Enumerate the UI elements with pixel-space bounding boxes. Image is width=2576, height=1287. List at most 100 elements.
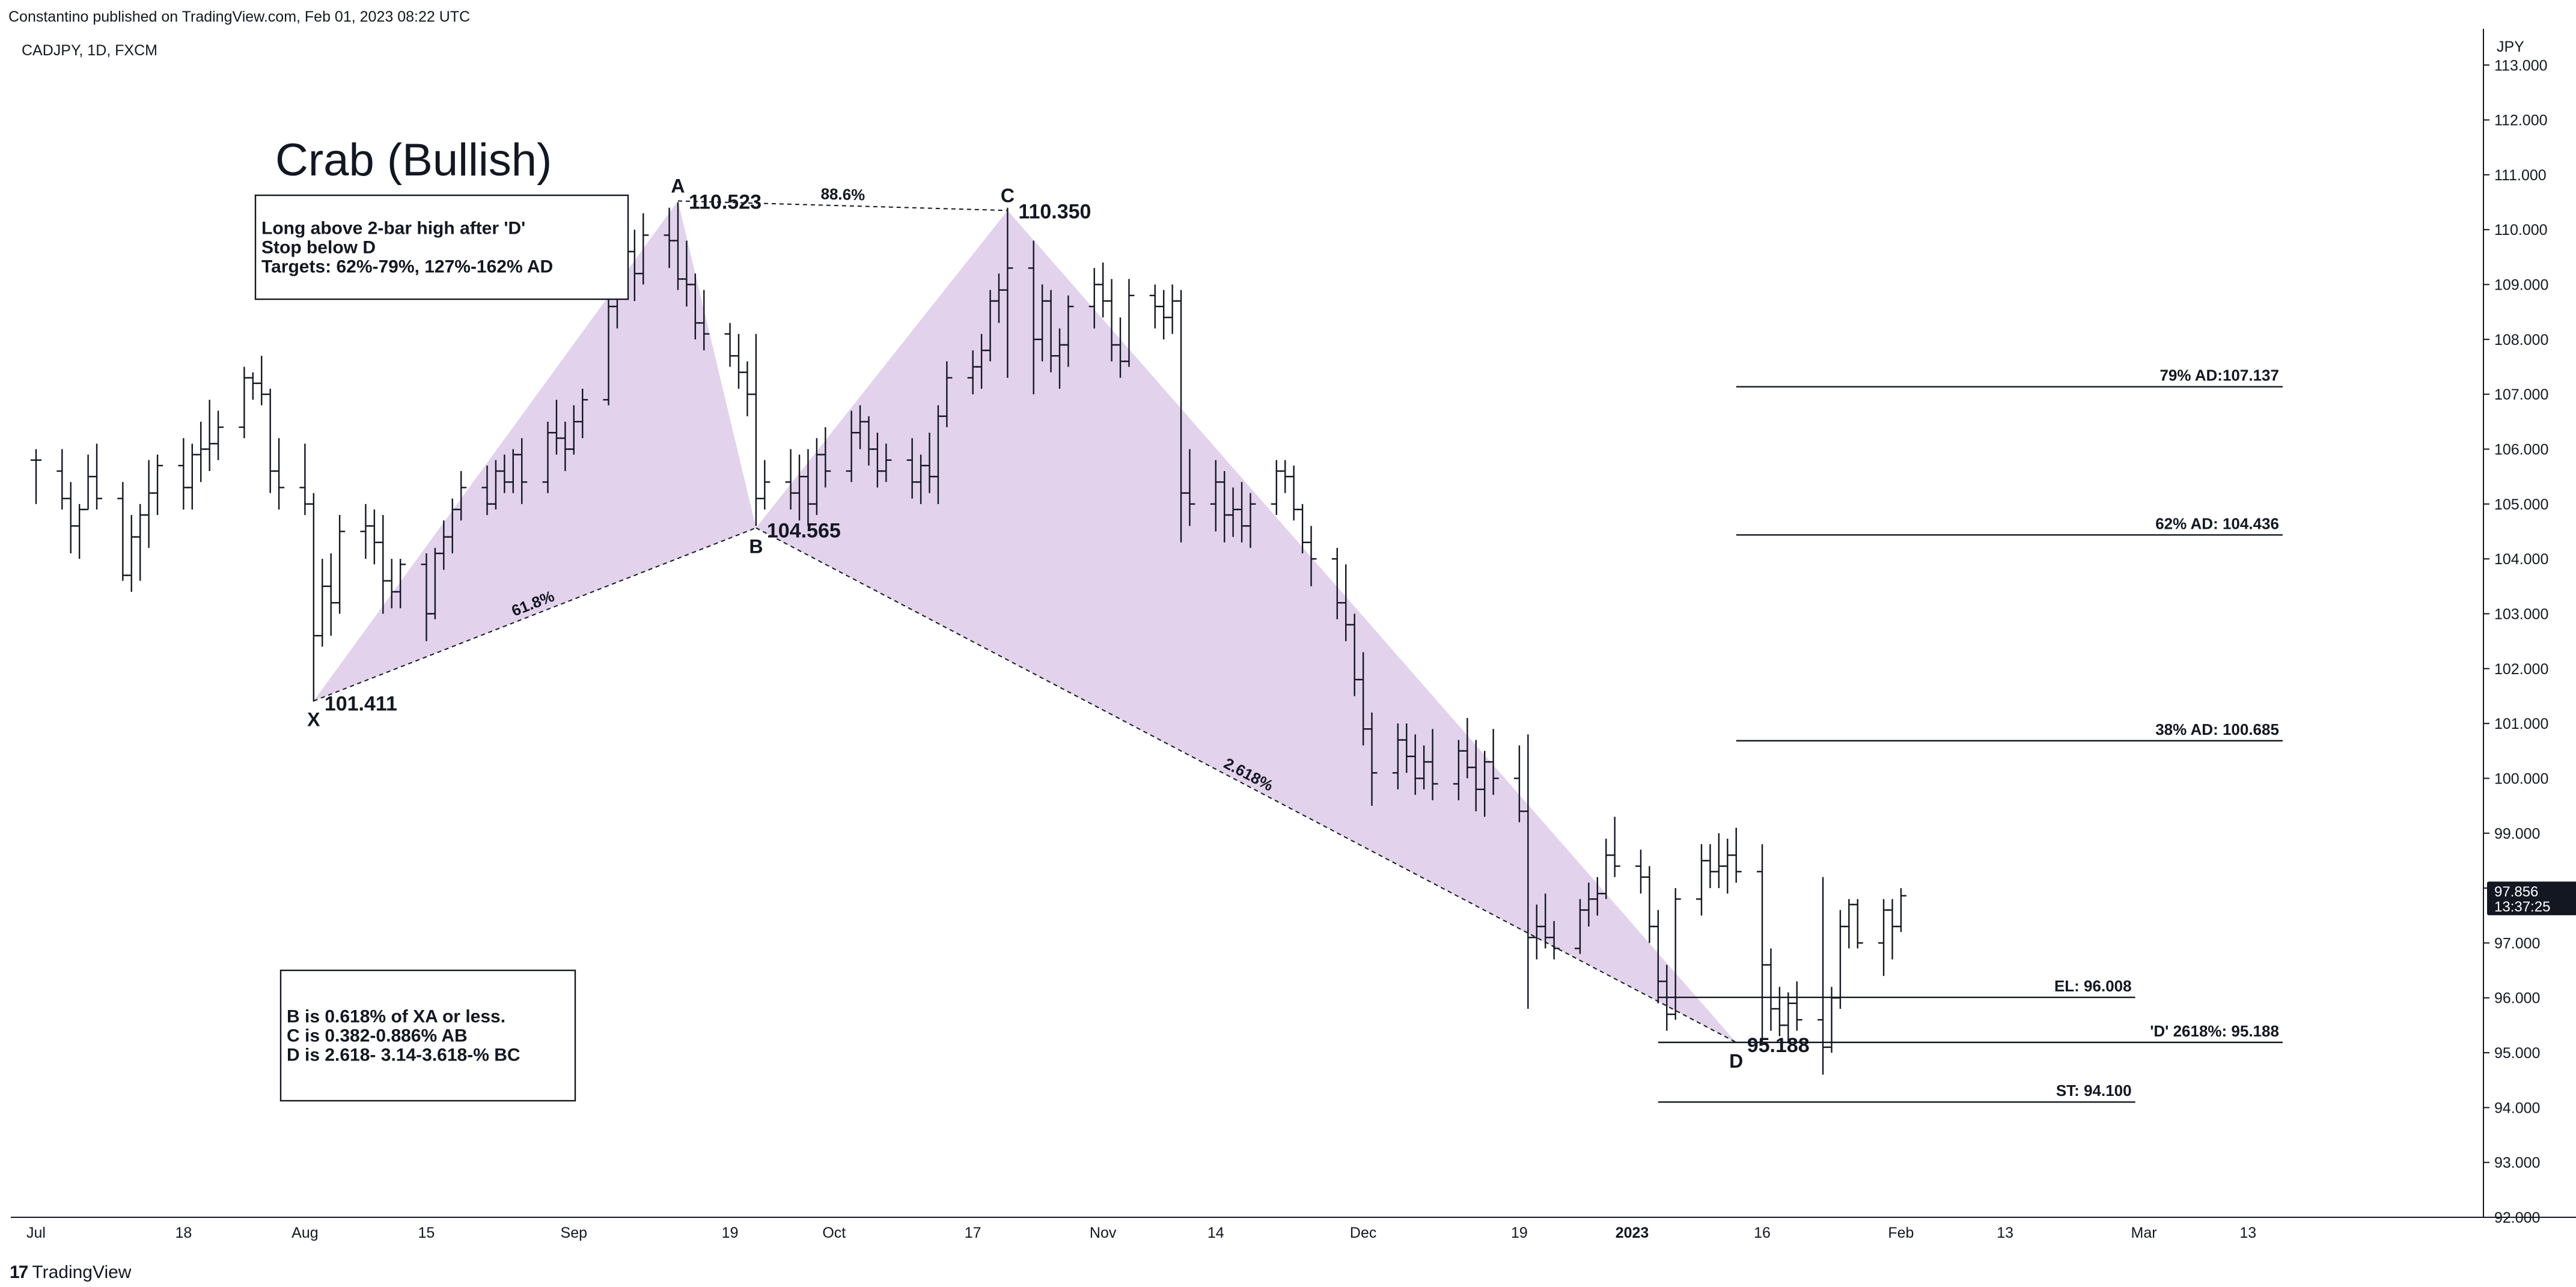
price-levels: 79% AD:107.137 62% AD: 104.436 38% AD: 100…: [1658, 367, 2283, 1103]
annotation-line: Stop below D: [261, 238, 376, 258]
y-tick-label: 92.000: [2494, 1209, 2540, 1226]
point-b: B: [749, 536, 763, 558]
ohlc-bar: [395, 559, 406, 609]
pattern-leg-ac[interactable]: [677, 200, 1008, 211]
ohlc-bar: [1184, 449, 1195, 526]
point-d: D: [1729, 1050, 1743, 1072]
ohlc-bar: [881, 443, 892, 482]
level-label: 'D' 2618%: 95.188: [2150, 1022, 2279, 1040]
ohlc-bar: [334, 515, 346, 614]
ohlc-bar: [273, 438, 285, 510]
annotation-line: B is 0.618% of XA or less.: [287, 1007, 505, 1027]
y-tick-label: 113.000: [2494, 57, 2548, 74]
published-caption: Constantino published on TradingView.com…: [8, 8, 471, 25]
ohlc-bar: [456, 471, 467, 521]
ohlc-bar: [516, 438, 528, 504]
y-tick-label: 110.000: [2494, 222, 2548, 239]
x-tick-label: Aug: [291, 1225, 318, 1241]
ohlc-bar: [1895, 888, 1906, 933]
tradingview-footer[interactable]: 17 TradingView: [10, 1261, 131, 1285]
harmonic-pattern-fill: [313, 201, 1736, 1042]
y-tick-label: 94.000: [2494, 1100, 2540, 1116]
y-tick-label: 105.000: [2494, 496, 2548, 513]
current-price-value: 97.856: [2494, 884, 2538, 900]
x-tick-label: 2023: [1616, 1225, 1649, 1241]
ohlc-bar: [1548, 920, 1560, 960]
x-tick-label: Nov: [1090, 1225, 1117, 1241]
y-tick-label: 108.000: [2494, 332, 2548, 348]
y-tick-label: 112.000: [2494, 112, 2548, 129]
x-tick-label: Oct: [822, 1225, 846, 1241]
x-tick-label: 17: [965, 1225, 981, 1241]
annotations: Long above 2-bar high after 'D'Stop belo…: [254, 194, 629, 1102]
ohlc-bar: [1488, 729, 1499, 795]
axes: JPY 92.000 93.000 94.000 95.000 96.000 97.000 9…: [11, 29, 2576, 1241]
x-tick-label: 18: [175, 1225, 192, 1241]
symbol-label: CADJPY, 1D, FXCM: [22, 42, 157, 59]
ohlc-bar: [31, 449, 41, 504]
ohlc-bar: [698, 290, 710, 351]
ohlc-bar: [213, 410, 224, 460]
x-tick-label: Dec: [1350, 1225, 1376, 1241]
y-tick-label: 102.000: [2494, 661, 2548, 678]
ohlc-bar: [638, 213, 649, 285]
ohlc-bar: [1427, 729, 1438, 800]
ratio-label: 88.6%: [820, 184, 865, 204]
ohlc-bar: [1366, 712, 1378, 806]
pattern-leg-bd[interactable]: [755, 527, 1737, 1043]
x-tick-label: Jul: [26, 1225, 46, 1241]
pattern-leg-xb[interactable]: [313, 527, 757, 702]
point-price-c: 110.350: [1018, 200, 1091, 223]
y-tick-label: 104.000: [2494, 551, 2548, 568]
y-tick-label: 111.000: [2494, 167, 2547, 184]
y-tick-label: 99.000: [2494, 826, 2540, 842]
x-tick-label: 13: [2239, 1225, 2256, 1241]
ohlc-bar: [1791, 981, 1802, 1031]
ohlc-bar: [1002, 207, 1013, 378]
x-tick-label: Mar: [2131, 1225, 2157, 1241]
level-label: EL: 96.008: [2054, 977, 2132, 995]
x-tick-label: Sep: [561, 1225, 587, 1241]
annotation-line: D is 2.618- 3.14-3.618-% BC: [287, 1045, 520, 1065]
trade-plan-note[interactable]: Long above 2-bar high after 'D'Stop belo…: [254, 194, 629, 300]
point-price-d: 95.188: [1747, 1034, 1810, 1057]
level-label: 38% AD: 100.685: [2155, 720, 2279, 738]
x-tick-label: 19: [722, 1225, 739, 1241]
pattern-triangle-xab[interactable]: [313, 201, 756, 701]
annotation-line: C is 0.382-0.886% AB: [287, 1026, 468, 1046]
y-tick-label: 93.000: [2494, 1155, 2540, 1172]
y-tick-label: 100.000: [2494, 770, 2548, 787]
x-tick-label: 16: [1754, 1225, 1771, 1241]
y-tick-label: 109.000: [2494, 277, 2548, 294]
ohlc-bar: [1063, 295, 1074, 367]
y-tick-label: 103.000: [2494, 606, 2548, 622]
annotation-line: Long above 2-bar high after 'D': [261, 219, 525, 239]
annotation-line: Targets: 62%-79%, 127%-162% AD: [261, 257, 553, 277]
point-price-x: 101.411: [325, 693, 397, 716]
pattern-rules-note[interactable]: B is 0.618% of XA or less.C is 0.382-0.8…: [279, 969, 576, 1102]
ohlc-bar: [152, 454, 163, 516]
level-label: ST: 94.100: [2056, 1082, 2132, 1100]
ohlc-bar: [91, 443, 103, 510]
pattern-triangle-bcd[interactable]: [755, 210, 1736, 1042]
ohlc-bar: [1123, 279, 1135, 367]
ohlc-bar: [1852, 899, 1863, 949]
point-x: X: [307, 709, 320, 731]
point-price-b: 104.565: [767, 520, 841, 543]
ohlc-bar: [1730, 827, 1742, 883]
ohlc-bar: [1609, 817, 1620, 877]
tradingview-brand-label: TradingView: [32, 1262, 132, 1282]
ohlc-bar: [577, 389, 588, 439]
ohlc-bar: [941, 361, 953, 427]
x-tick-label: 19: [1511, 1225, 1528, 1241]
x-tick-label: Feb: [1888, 1225, 1914, 1241]
x-tick-label: 13: [1997, 1225, 2013, 1241]
y-tick-label: 101.000: [2494, 716, 2548, 732]
y-tick-label: 97.000: [2494, 935, 2540, 952]
x-tick-label: 14: [1207, 1225, 1224, 1241]
y-tick-label: 107.000: [2494, 386, 2548, 403]
y-tick-label: 106.000: [2494, 442, 2548, 458]
level-label: 62% AD: 104.436: [2155, 514, 2279, 532]
